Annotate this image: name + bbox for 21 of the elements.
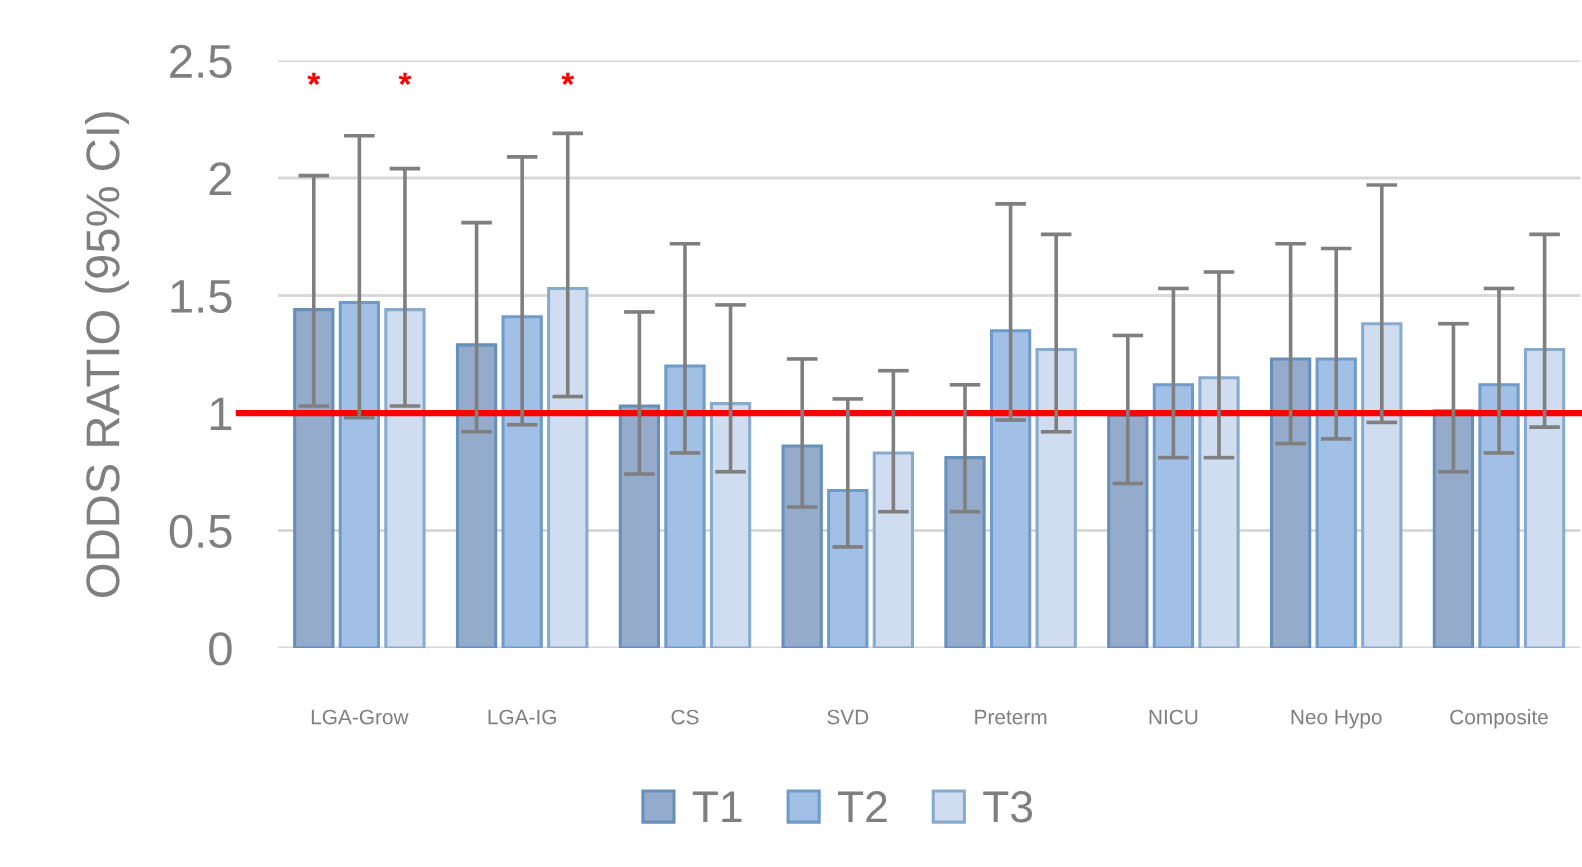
y-axis-title: ODDS RATIO (95% CI) [84, 112, 129, 597]
annotation: * [398, 72, 412, 86]
x-tick-label: SVD [827, 709, 869, 725]
x-tick-label: Preterm [975, 709, 1047, 725]
legend-label: T3 [983, 791, 1033, 823]
y-tick-label: 2 [209, 162, 232, 196]
x-tick-label: Composite [1450, 709, 1548, 729]
legend-label: T1 [692, 791, 742, 823]
x-tick-label: LGA-IG [488, 709, 556, 725]
x-tick-label: LGA-Grow [311, 709, 409, 725]
y-tick-label: 1.5 [171, 280, 232, 314]
y-tick-label: 1 [210, 397, 232, 431]
y-tick-label: 2.5 [170, 44, 232, 79]
x-tick-label: CS [671, 709, 699, 725]
annotation: * [307, 72, 321, 86]
y-tick-label: 0 [209, 632, 232, 666]
x-tick-label: Neo Hypo [1291, 709, 1382, 729]
annotation: * [561, 72, 575, 86]
y-tick-label: 0.5 [169, 514, 232, 549]
x-tick-label: NICU [1149, 709, 1198, 725]
legend-label: T2 [837, 791, 887, 823]
